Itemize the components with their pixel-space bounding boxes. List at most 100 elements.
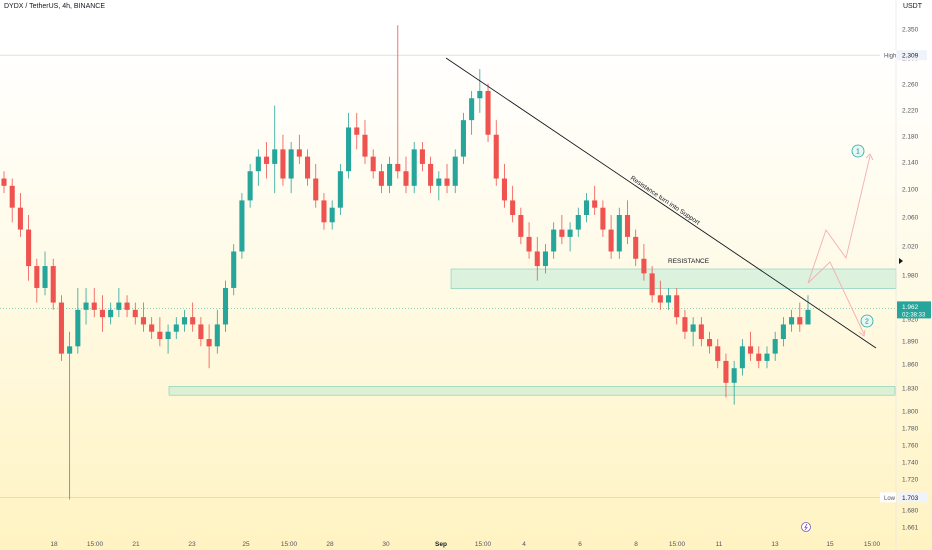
y-tick-label: 2.260: [902, 82, 919, 89]
candle: [255, 149, 261, 186]
candle-body: [190, 317, 196, 325]
candle-body: [247, 171, 253, 201]
low-label: Low: [884, 496, 896, 502]
candle-body: [682, 317, 688, 332]
candle: [682, 309, 688, 340]
candle: [206, 324, 212, 369]
candle: [731, 360, 737, 405]
projection-path-1: [807, 155, 871, 284]
candle-body: [17, 207, 23, 230]
x-tick-label: 4: [522, 541, 526, 548]
candle-body: [567, 229, 573, 237]
candle-body: [34, 266, 40, 288]
resistance-label: RESISTANCE: [668, 258, 710, 265]
candle-body: [26, 229, 32, 267]
candle-body: [67, 346, 73, 354]
candle: [17, 193, 23, 237]
candle-body: [42, 266, 48, 288]
candle: [616, 207, 622, 259]
y-tick-label: 2.100: [902, 187, 919, 194]
scenario-1-marker: [851, 144, 865, 158]
candle-body: [387, 163, 393, 186]
lightning-bolt-icon: [804, 523, 808, 531]
candle: [444, 163, 450, 194]
y-tick-label: 1.680: [902, 508, 919, 515]
x-tick-label: 6: [578, 541, 582, 548]
candle-body: [313, 178, 319, 201]
high-value: 2.309: [902, 53, 919, 60]
candle: [723, 353, 729, 398]
candle: [542, 244, 549, 274]
candle: [739, 339, 745, 376]
y-tick-label: 1.780: [902, 426, 919, 433]
candle-body: [165, 331, 171, 340]
y-tick-label: 1.890: [902, 339, 919, 346]
high-tag-bg: [880, 50, 896, 61]
candle-body: [181, 317, 188, 325]
candle: [354, 112, 360, 150]
candle-body: [124, 302, 130, 310]
low-tag-bg: [880, 492, 896, 503]
candle-body: [485, 90, 491, 135]
candle-body: [99, 309, 105, 318]
candle: [157, 317, 163, 347]
arrowhead-1: [865, 153, 874, 161]
candle: [624, 200, 631, 245]
candle-body: [559, 229, 565, 237]
candle: [748, 331, 754, 361]
candle: [534, 236, 540, 281]
candle-body: [198, 324, 204, 340]
candle: [34, 258, 40, 303]
candle-body: [9, 185, 15, 208]
y-tick-label: 1.720: [902, 477, 919, 484]
candle-body: [600, 207, 606, 230]
candle: [214, 309, 220, 354]
candle: [403, 156, 409, 194]
x-tick-label: 15:00: [281, 541, 298, 548]
candle: [469, 90, 475, 135]
candle: [641, 244, 647, 281]
candle: [288, 142, 294, 194]
candle: [387, 156, 393, 194]
scenario-2-label: 2: [865, 319, 869, 326]
lightning-event-icon[interactable]: [801, 522, 811, 532]
candle-body: [305, 156, 311, 179]
y-tick-label: 1.760: [902, 443, 919, 450]
candle-body: [280, 149, 286, 179]
candle-body: [222, 287, 229, 325]
candle-body: [707, 339, 713, 347]
candle-body: [526, 236, 532, 252]
candle-body: [346, 127, 352, 172]
candle: [83, 287, 89, 325]
x-tick-label: 8: [634, 541, 638, 548]
candle: [124, 295, 130, 318]
candle: [526, 222, 532, 259]
last-price-tag[interactable]: [897, 301, 931, 319]
trendline-label: Resistance turn into Support: [629, 175, 701, 227]
candle: [58, 295, 64, 361]
candle-body: [723, 360, 729, 383]
candle: [805, 295, 811, 325]
y-tick-label: 2.180: [902, 134, 919, 141]
candle: [346, 112, 352, 179]
y-tick-label: 1.661: [902, 525, 919, 532]
x-tick-label: 30: [382, 541, 390, 548]
scenario-2-marker: [860, 314, 874, 328]
candle: [239, 193, 245, 259]
candle-body: [616, 214, 622, 252]
scroll-right-icon[interactable]: [899, 258, 903, 264]
candle-body: [239, 200, 245, 252]
candle: [222, 280, 229, 332]
candle-body: [477, 90, 483, 99]
candle: [140, 302, 147, 332]
candle-body: [378, 171, 384, 186]
x-tick-label: 23: [188, 541, 196, 548]
candle: [296, 134, 302, 164]
candle-body: [518, 214, 524, 237]
candle-body: [805, 309, 811, 325]
candle: [329, 200, 335, 230]
candle: [460, 112, 466, 164]
candle-body: [116, 302, 122, 310]
